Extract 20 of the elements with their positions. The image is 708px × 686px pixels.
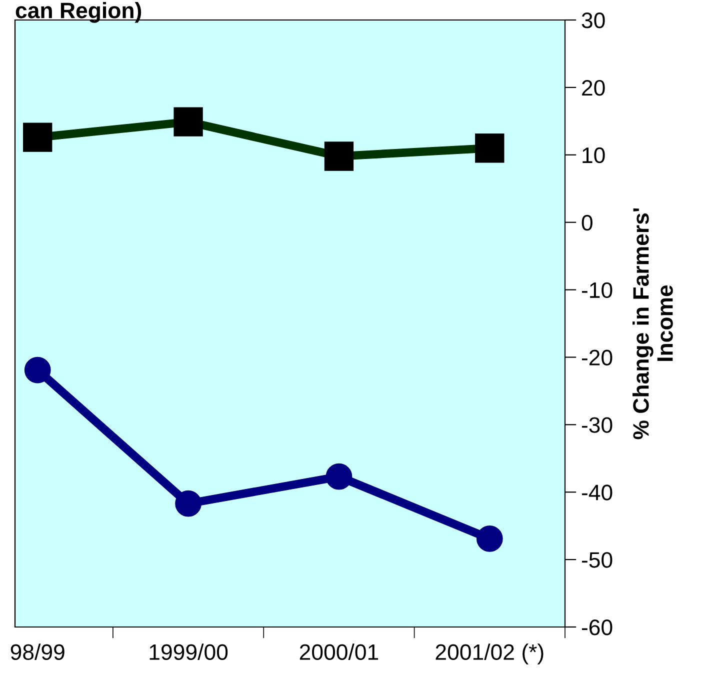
x-tick-label: 2001/02 (*) — [436, 644, 544, 664]
x-tick-label: 98/99 — [10, 644, 64, 660]
y2-tick-label: 20 — [582, 80, 605, 96]
y2-tick-label: 30 — [582, 12, 605, 28]
point — [175, 490, 202, 517]
y2-tick-label: -30 — [582, 417, 612, 433]
y2-tick-label: -60 — [582, 620, 612, 636]
x-tick-label: 2000/01 — [300, 644, 378, 660]
y2-tick-label: 10 — [582, 147, 605, 164]
x-tick-label: 1999/00 — [150, 644, 228, 660]
y2-tick-label: 0 — [582, 214, 592, 231]
y2-axis-title: % Change in Farmers' Income — [632, 208, 673, 440]
y2-tick-label: -40 — [582, 484, 612, 500]
point — [476, 525, 503, 552]
chart-title: can Region) — [16, 2, 142, 23]
y2-tick-label: -50 — [582, 552, 612, 568]
y2-tick-label: -10 — [582, 282, 612, 298]
y2-tick-label: -20 — [582, 350, 612, 366]
point — [326, 463, 352, 490]
point — [24, 356, 51, 384]
